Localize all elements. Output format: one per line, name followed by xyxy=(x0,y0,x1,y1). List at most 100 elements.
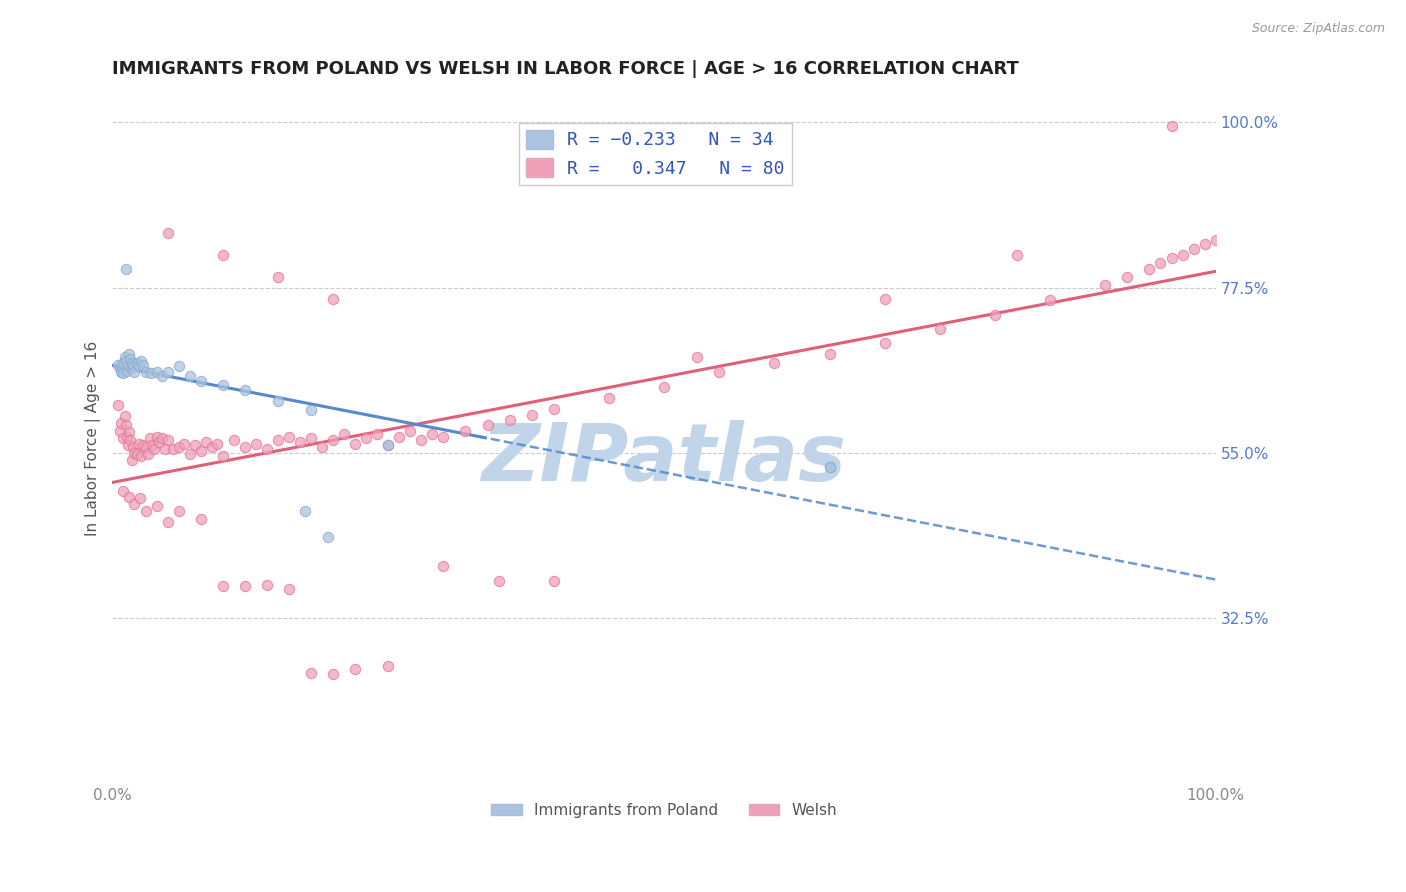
Point xyxy=(190,374,212,388)
Point xyxy=(110,365,132,379)
Point xyxy=(211,378,233,392)
Point xyxy=(143,442,166,456)
Point xyxy=(114,351,136,365)
Point xyxy=(107,398,129,412)
Point xyxy=(1160,251,1182,265)
Point xyxy=(128,437,150,451)
Point xyxy=(322,292,344,306)
Point xyxy=(112,431,135,445)
Point xyxy=(134,504,156,518)
Point xyxy=(115,363,138,377)
Point xyxy=(108,361,131,376)
Point xyxy=(1160,119,1182,133)
Point xyxy=(125,356,148,370)
Point xyxy=(112,356,135,370)
Point xyxy=(120,351,142,366)
Point xyxy=(121,453,143,467)
Point xyxy=(432,429,454,443)
Point xyxy=(709,365,731,379)
Point xyxy=(520,408,543,422)
Point xyxy=(686,351,709,365)
Point xyxy=(128,359,150,373)
Point xyxy=(299,665,322,680)
Point xyxy=(156,433,179,447)
Point xyxy=(1182,242,1205,256)
Point xyxy=(179,368,201,383)
Point xyxy=(211,247,233,261)
Point xyxy=(114,354,136,368)
Point xyxy=(190,444,212,458)
Point xyxy=(388,429,411,443)
Point xyxy=(316,530,339,544)
Point xyxy=(1039,293,1062,307)
Point xyxy=(873,292,896,306)
Point xyxy=(205,437,228,451)
Point xyxy=(211,450,233,464)
Text: ZIPatlas: ZIPatlas xyxy=(481,420,846,498)
Point xyxy=(148,434,170,449)
Point xyxy=(498,413,520,427)
Point xyxy=(299,431,322,445)
Point xyxy=(818,460,841,475)
Point xyxy=(114,417,136,432)
Point xyxy=(112,483,135,498)
Point xyxy=(432,559,454,574)
Point xyxy=(233,384,256,398)
Point xyxy=(156,516,179,530)
Point xyxy=(1205,233,1227,247)
Point xyxy=(256,578,278,592)
Point xyxy=(173,437,195,451)
Point xyxy=(145,499,167,513)
Point xyxy=(201,440,224,454)
Point xyxy=(125,447,148,461)
Point xyxy=(139,367,162,381)
Point xyxy=(155,442,177,456)
Point xyxy=(150,368,173,383)
Point xyxy=(111,359,134,373)
Point xyxy=(150,431,173,445)
Point xyxy=(366,427,388,442)
Point xyxy=(124,446,146,460)
Point xyxy=(652,379,675,393)
Point xyxy=(156,226,179,240)
Point xyxy=(454,424,477,438)
Point xyxy=(233,440,256,454)
Point xyxy=(277,429,299,443)
Point xyxy=(322,667,344,681)
Point xyxy=(488,574,510,589)
Point xyxy=(179,447,201,461)
Point xyxy=(134,440,156,454)
Point xyxy=(344,662,367,676)
Point xyxy=(190,512,212,526)
Text: Source: ZipAtlas.com: Source: ZipAtlas.com xyxy=(1251,22,1385,36)
Legend: Immigrants from Poland, Welsh: Immigrants from Poland, Welsh xyxy=(485,797,844,823)
Point xyxy=(333,427,356,442)
Point xyxy=(114,262,136,277)
Point xyxy=(195,434,218,449)
Point xyxy=(124,365,146,379)
Point xyxy=(299,403,322,417)
Point xyxy=(122,440,145,454)
Point xyxy=(377,438,399,452)
Point xyxy=(1194,236,1216,251)
Point xyxy=(167,359,190,373)
Point xyxy=(211,579,233,593)
Point xyxy=(112,367,135,381)
Point xyxy=(543,574,565,589)
Point xyxy=(167,504,190,518)
Point xyxy=(377,658,399,673)
Point xyxy=(422,427,444,442)
Point xyxy=(322,433,344,447)
Point xyxy=(763,356,786,370)
Point xyxy=(222,433,245,447)
Point xyxy=(118,490,141,504)
Point xyxy=(141,438,163,452)
Point xyxy=(354,431,377,445)
Point xyxy=(156,365,179,379)
Point xyxy=(543,401,565,416)
Point xyxy=(129,354,152,368)
Point xyxy=(129,450,152,464)
Point xyxy=(311,440,333,454)
Point xyxy=(256,442,278,456)
Point xyxy=(288,434,311,449)
